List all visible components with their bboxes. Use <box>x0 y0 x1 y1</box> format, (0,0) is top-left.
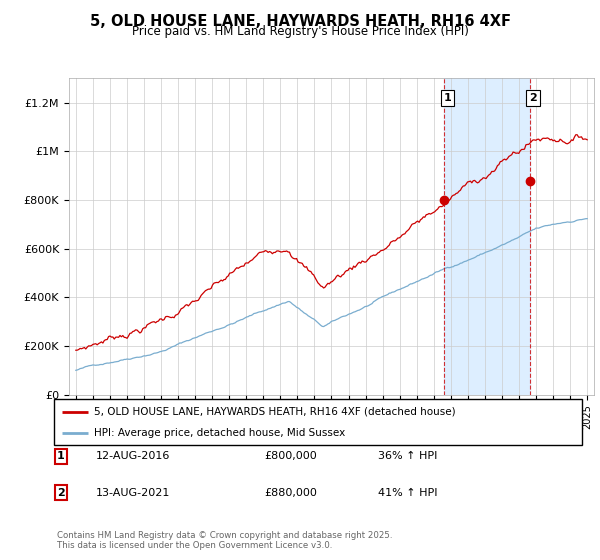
Text: 36% ↑ HPI: 36% ↑ HPI <box>378 451 437 461</box>
FancyBboxPatch shape <box>54 399 582 445</box>
Text: Price paid vs. HM Land Registry's House Price Index (HPI): Price paid vs. HM Land Registry's House … <box>131 25 469 38</box>
Bar <box>445 78 530 395</box>
Text: 5, OLD HOUSE LANE, HAYWARDS HEATH, RH16 4XF: 5, OLD HOUSE LANE, HAYWARDS HEATH, RH16 … <box>89 14 511 29</box>
Text: 12-AUG-2016: 12-AUG-2016 <box>96 451 170 461</box>
Text: 2: 2 <box>57 488 65 498</box>
Text: 13-AUG-2021: 13-AUG-2021 <box>96 488 170 498</box>
Text: 5, OLD HOUSE LANE, HAYWARDS HEATH, RH16 4XF (detached house): 5, OLD HOUSE LANE, HAYWARDS HEATH, RH16 … <box>94 407 455 417</box>
Text: £800,000: £800,000 <box>264 451 317 461</box>
Text: HPI: Average price, detached house, Mid Sussex: HPI: Average price, detached house, Mid … <box>94 428 345 438</box>
Text: £880,000: £880,000 <box>264 488 317 498</box>
Text: 41% ↑ HPI: 41% ↑ HPI <box>378 488 437 498</box>
Text: 1: 1 <box>444 93 452 103</box>
Text: 1: 1 <box>57 451 65 461</box>
Text: 2: 2 <box>529 93 537 103</box>
Text: Contains HM Land Registry data © Crown copyright and database right 2025.
This d: Contains HM Land Registry data © Crown c… <box>57 531 392 550</box>
